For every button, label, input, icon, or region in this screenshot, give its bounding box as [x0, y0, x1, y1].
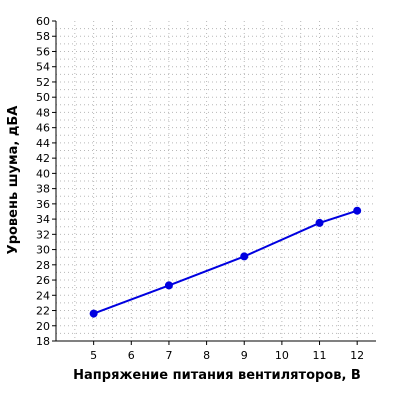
- x-tick-label: 9: [241, 349, 248, 362]
- x-tick-label: 7: [165, 349, 172, 362]
- axes: 1820222426283032343638404244464850525456…: [36, 15, 376, 362]
- series-layer: [89, 206, 362, 318]
- y-axis-title: Уровень шума, дБА: [6, 106, 21, 255]
- y-tick-label: 36: [36, 198, 50, 211]
- y-tick-label: 18: [36, 335, 50, 348]
- x-tick-label: 11: [313, 349, 327, 362]
- y-tick-label: 42: [36, 152, 50, 165]
- y-tick-label: 30: [36, 244, 50, 257]
- y-tick-label: 34: [36, 213, 50, 226]
- y-tick-label: 20: [36, 320, 50, 333]
- y-tick-label: 52: [36, 76, 50, 89]
- y-tick-label: 58: [36, 30, 50, 43]
- x-tick-label: 5: [90, 349, 97, 362]
- x-axis-title: Напряжение питания вентиляторов, В: [73, 368, 361, 383]
- x-tick-label: 12: [350, 349, 364, 362]
- data-point: [164, 281, 173, 290]
- data-point: [240, 252, 249, 261]
- y-tick-label: 60: [36, 15, 50, 28]
- y-tick-label: 22: [36, 305, 50, 318]
- x-tick-label: 10: [275, 349, 289, 362]
- grid: [56, 21, 376, 341]
- data-point: [315, 218, 324, 227]
- y-tick-label: 28: [36, 259, 50, 272]
- y-tick-label: 40: [36, 167, 50, 180]
- y-tick-label: 26: [36, 274, 50, 287]
- y-tick-label: 48: [36, 106, 50, 119]
- y-tick-label: 50: [36, 91, 50, 104]
- data-point: [353, 206, 362, 215]
- y-tick-label: 38: [36, 183, 50, 196]
- x-tick-label: 6: [128, 349, 135, 362]
- y-tick-label: 44: [36, 137, 50, 150]
- y-tick-label: 24: [36, 289, 50, 302]
- data-point: [89, 309, 98, 318]
- x-tick-label: 8: [203, 349, 210, 362]
- y-tick-label: 56: [36, 45, 50, 58]
- y-tick-label: 46: [36, 122, 50, 135]
- y-tick-label: 54: [36, 61, 50, 74]
- y-tick-label: 32: [36, 228, 50, 241]
